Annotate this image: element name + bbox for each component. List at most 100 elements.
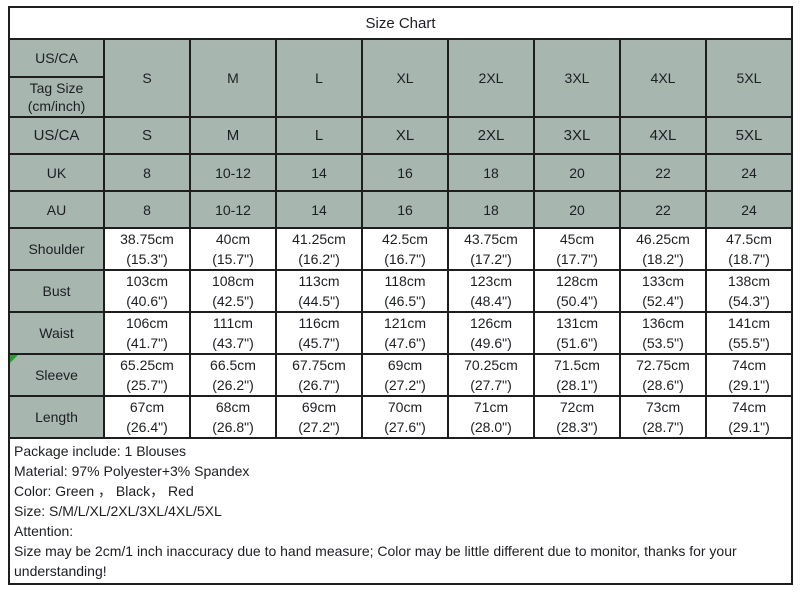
- measure-cell: 141cm (55.5"): [705, 311, 793, 355]
- measure-cell: 38.75cm (15.3"): [103, 227, 191, 271]
- table-row-uk: UK 8 10-12 14 16 18 20 22 24: [8, 153, 793, 192]
- measure-cell: 121cm (47.6"): [361, 311, 449, 355]
- note-disclaimer: Size may be 2cm/1 inch inaccuracy due to…: [14, 543, 737, 579]
- row-label-length: Length: [8, 395, 105, 439]
- measure-cell: 113cm (44.5"): [275, 269, 363, 313]
- measure-cell: 108cm (42.5"): [189, 269, 277, 313]
- size-cell: 8: [103, 153, 191, 192]
- measure-cell: 72.75cm (28.6"): [619, 353, 707, 397]
- measure-cell: 45cm (17.7"): [533, 227, 621, 271]
- col-header-size-2xl: 2XL: [447, 38, 535, 118]
- size-cell: 18: [447, 153, 535, 192]
- size-cell: 3XL: [533, 116, 621, 155]
- measure-cell: 66.5cm (26.2"): [189, 353, 277, 397]
- size-cell: 14: [275, 153, 363, 192]
- note-size: Size: S/M/L/XL/2XL/3XL/4XL/5XL: [14, 503, 222, 519]
- col-header-size-m: M: [189, 38, 277, 118]
- size-cell: 10-12: [189, 153, 277, 192]
- size-chart-table: Size Chart US/CA S M L XL 2XL 3XL 4XL 5X…: [8, 6, 793, 585]
- table-row-shoulder: Shoulder 38.75cm (15.3") 40cm (15.7") 41.2…: [8, 227, 793, 271]
- size-cell: L: [275, 116, 363, 155]
- col-header-size-5xl: 5XL: [705, 38, 793, 118]
- row-label-bust: Bust: [8, 269, 105, 313]
- measure-cell: 43.75cm (17.2"): [447, 227, 535, 271]
- tag-size-line2: (cm/inch): [27, 98, 86, 114]
- size-cell: 22: [619, 153, 707, 192]
- row-label-waist: Waist: [8, 311, 105, 355]
- size-cell: 22: [619, 190, 707, 229]
- note-color: Color: Green ， Black， Red: [14, 483, 194, 499]
- cell-flag-triangle-icon: [11, 356, 18, 363]
- measure-cell: 40cm (15.7"): [189, 227, 277, 271]
- col-header-size-3xl: 3XL: [533, 38, 621, 118]
- measure-cell: 128cm (50.4"): [533, 269, 621, 313]
- row-label-shoulder: Shoulder: [8, 227, 105, 271]
- size-cell: 16: [361, 190, 449, 229]
- col-header-size-s: S: [103, 38, 191, 118]
- measure-cell: 74cm (29.1"): [705, 395, 793, 439]
- measure-cell: 67.75cm (26.7"): [275, 353, 363, 397]
- size-cell: 16: [361, 153, 449, 192]
- measure-cell: 42.5cm (16.7"): [361, 227, 449, 271]
- measure-cell: 138cm (54.3"): [705, 269, 793, 313]
- size-chart-sheet: Size Chart US/CA S M L XL 2XL 3XL 4XL 5X…: [8, 6, 793, 585]
- size-cell: 14: [275, 190, 363, 229]
- table-row-au: AU 8 10-12 14 16 18 20 22 24: [8, 190, 793, 229]
- measure-cell: 118cm (46.5"): [361, 269, 449, 313]
- row-label-sleeve: Sleeve: [8, 353, 105, 397]
- size-cell: 8: [103, 190, 191, 229]
- measure-cell: 133cm (52.4"): [619, 269, 707, 313]
- measure-cell: 46.25cm (18.2"): [619, 227, 707, 271]
- table-row-length: Length 67cm (26.4") 68cm (26.8") 69cm (27.2…: [8, 395, 793, 439]
- header-row-bottom: Tag Size (cm/inch): [8, 76, 792, 118]
- measure-cell: 116cm (45.7"): [275, 311, 363, 355]
- page-title: Size Chart: [8, 6, 793, 40]
- measure-cell: 67cm (26.4"): [103, 395, 191, 439]
- size-cell: 18: [447, 190, 535, 229]
- measure-cell: 136cm (53.5"): [619, 311, 707, 355]
- measure-cell: 69cm (27.2"): [361, 353, 449, 397]
- measure-cell: 70cm (27.6"): [361, 395, 449, 439]
- measure-cell: 126cm (49.6"): [447, 311, 535, 355]
- size-cell: M: [189, 116, 277, 155]
- measure-cell: 71cm (28.0"): [447, 395, 535, 439]
- measure-cell: 106cm (41.7"): [103, 311, 191, 355]
- table-row-sleeve: Sleeve 65.25cm (25.7") 66.5cm (26.2") 67.7…: [8, 353, 793, 397]
- size-cell: 20: [533, 153, 621, 192]
- col-header-size-l: L: [275, 38, 363, 118]
- size-cell: XL: [361, 116, 449, 155]
- title-row: Size Chart: [8, 6, 793, 40]
- row-label-sleeve-text: Sleeve: [35, 367, 78, 383]
- size-cell: 24: [705, 190, 793, 229]
- tag-size-line1: Tag Size: [29, 80, 84, 96]
- measure-cell: 65.25cm (25.7"): [103, 353, 191, 397]
- row-label-usca: US/CA: [8, 116, 105, 155]
- table-row-usca: US/CA S M L XL 2XL 3XL 4XL 5XL: [8, 116, 793, 155]
- table-row-bust: Bust 103cm (40.6") 108cm (42.5") 113cm (44.…: [8, 269, 793, 313]
- note-attention: Attention:: [14, 523, 74, 539]
- measure-cell: 47.5cm (18.7"): [705, 227, 793, 271]
- notes-row: Package include: 1 Blouses Material: 97%…: [8, 437, 793, 585]
- measure-cell: 41.25cm (16.2"): [275, 227, 363, 271]
- size-cell: 4XL: [619, 116, 707, 155]
- size-cell: S: [103, 116, 191, 155]
- note-material: Material: 97% Polyester+3% Spandex: [14, 463, 250, 479]
- corner-us-ca-label: US/CA: [8, 38, 105, 78]
- size-cell: 20: [533, 190, 621, 229]
- header-row-top: US/CA S M L XL 2XL 3XL 4XL 5XL: [8, 38, 793, 118]
- measure-cell: 71.5cm (28.1"): [533, 353, 621, 397]
- row-label-uk: UK: [8, 153, 105, 192]
- measure-cell: 131cm (51.6"): [533, 311, 621, 355]
- measure-cell: 68cm (26.8"): [189, 395, 277, 439]
- note-package: Package include: 1 Blouses: [14, 443, 186, 459]
- measure-cell: 73cm (28.7"): [619, 395, 707, 439]
- row-label-au: AU: [8, 190, 105, 229]
- measure-cell: 123cm (48.4"): [447, 269, 535, 313]
- product-notes: Package include: 1 Blouses Material: 97%…: [8, 437, 793, 585]
- col-header-size-xl: XL: [361, 38, 449, 118]
- size-cell: 2XL: [447, 116, 535, 155]
- table-row-waist: Waist 106cm (41.7") 111cm (43.7") 116cm (45…: [8, 311, 793, 355]
- corner-tag-size-label: Tag Size (cm/inch): [8, 76, 105, 118]
- size-cell: 5XL: [705, 116, 793, 155]
- size-cell: 10-12: [189, 190, 277, 229]
